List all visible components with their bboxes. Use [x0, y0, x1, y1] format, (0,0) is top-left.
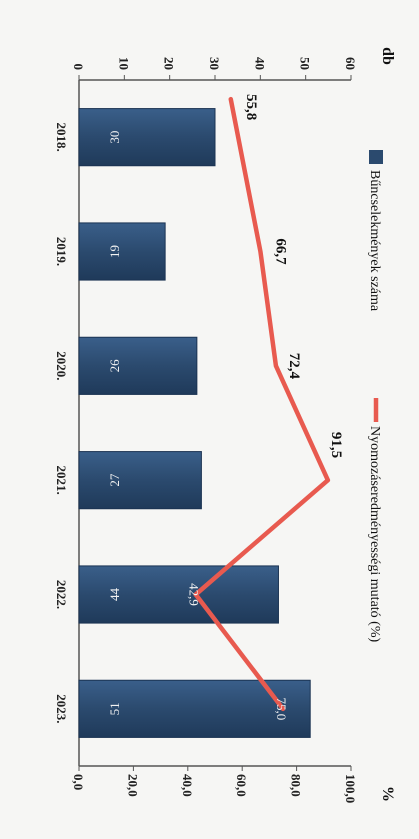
- y-left-unit-label: db: [379, 47, 396, 65]
- y-right-tick-label: 20,0: [125, 774, 140, 797]
- line-point-label: 55,8: [243, 94, 259, 120]
- y-left-tick-label: 40: [252, 57, 267, 70]
- line-point-label: 75,0: [274, 697, 289, 720]
- y-left-tick-label: 0: [71, 64, 86, 71]
- bar-value-label: 51: [107, 702, 122, 715]
- line-series-path: [193, 96, 331, 712]
- x-tick-label: 2018.: [54, 123, 69, 152]
- y-left-tick-label: 20: [162, 57, 177, 70]
- x-tick-label: 2020.: [54, 351, 69, 380]
- line-point-label: 91,5: [328, 432, 344, 458]
- y-right-tick-label: 60,0: [234, 774, 249, 797]
- y-right-tick-label: 100,0: [343, 774, 358, 803]
- bar: [78, 222, 166, 281]
- y-right-tick-label: 40,0: [180, 774, 195, 797]
- bar: [78, 451, 202, 510]
- bar-value-label: 27: [107, 473, 122, 487]
- line-point-label: 66,7: [272, 238, 288, 265]
- bar: [78, 565, 279, 624]
- y-left-tick-label: 30: [207, 57, 222, 70]
- bar-value-label: 30: [107, 131, 122, 144]
- legend-label-bar: Bűncselekmények száma: [367, 170, 382, 312]
- y-left-tick-label: 50: [298, 57, 313, 70]
- bar: [78, 336, 198, 395]
- bar-value-label: 26: [107, 359, 122, 373]
- x-tick-label: 2023.: [54, 694, 69, 723]
- x-tick-label: 2021.: [54, 466, 69, 495]
- y-left-tick-label: 60: [343, 57, 358, 70]
- x-tick-label: 2022.: [54, 580, 69, 609]
- bar-value-label: 19: [107, 245, 122, 258]
- y-right-tick-label: 0,0: [71, 774, 86, 790]
- x-tick-label: 2019.: [54, 237, 69, 266]
- bar-value-label: 44: [107, 588, 122, 602]
- legend-label-line: Nyomozáseredményességi mutató (%): [367, 426, 382, 642]
- line-point-label: 72,4: [286, 353, 302, 380]
- y-left-tick-label: 10: [116, 57, 131, 70]
- line-point-label: 42,9: [187, 583, 202, 606]
- bar: [78, 108, 216, 167]
- legend-swatch-bar: [369, 150, 383, 164]
- bar: [78, 679, 311, 738]
- y-right-tick-label: 80,0: [289, 774, 304, 797]
- y-right-unit-label: %: [379, 786, 396, 802]
